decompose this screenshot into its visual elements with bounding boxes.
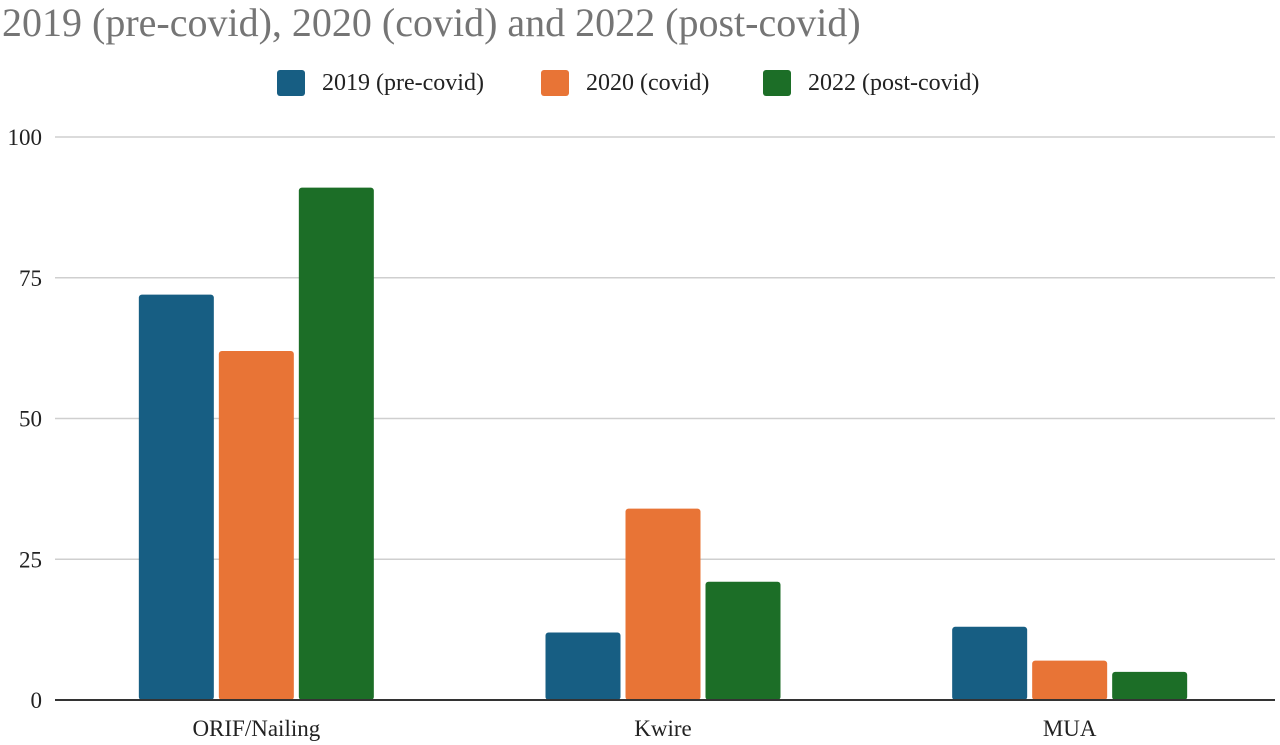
legend-swatch-2022 [763, 70, 791, 96]
legend-swatch-2019 [277, 70, 305, 96]
x-tick-label: MUA [1043, 716, 1097, 741]
y-tick-label: 50 [19, 407, 42, 432]
bar [218, 350, 294, 700]
legend-swatch-2020 [541, 70, 569, 96]
legend-item-2022: 2022 (post-covid) [763, 66, 979, 100]
legend-label-2020: 2020 (covid) [586, 69, 710, 96]
x-tick-label: ORIF/Nailing [192, 716, 320, 741]
bar [545, 632, 621, 700]
legend: 2019 (pre-covid) 2020 (covid) 2022 (post… [0, 66, 1280, 100]
legend-label-2019: 2019 (pre-covid) [322, 69, 484, 96]
bar [298, 187, 374, 701]
y-tick-label: 100 [8, 125, 43, 150]
bar [1032, 660, 1108, 700]
x-tick-label: Kwire [634, 716, 691, 741]
y-tick-label: 0 [31, 688, 43, 713]
bar [625, 508, 701, 700]
y-tick-label: 25 [19, 547, 42, 572]
legend-item-2019: 2019 (pre-covid) [277, 66, 484, 100]
bar [1112, 671, 1188, 700]
legend-label-2022: 2022 (post-covid) [808, 69, 980, 96]
chart-title: 2019 (pre-covid), 2020 (covid) and 2022 … [2, 0, 861, 45]
bar [705, 581, 781, 700]
bar [138, 294, 214, 700]
bar [952, 626, 1028, 700]
y-tick-label: 75 [19, 266, 42, 291]
legend-item-2020: 2020 (covid) [541, 66, 709, 100]
